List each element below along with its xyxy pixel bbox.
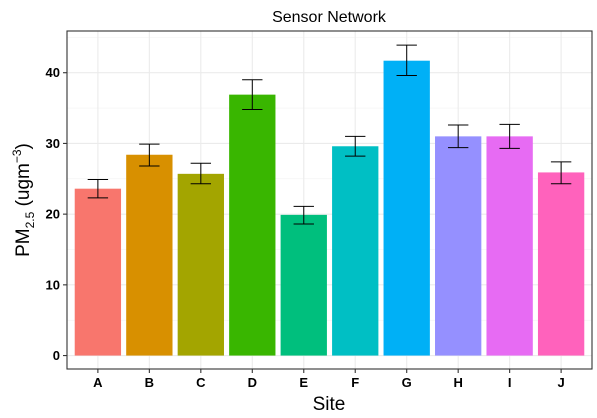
error-bar-f [345, 135, 366, 157]
bar-j [537, 172, 585, 356]
error-bar-g [396, 44, 417, 77]
y-tick-label: 30 [46, 136, 60, 151]
x-tick-label: H [453, 375, 462, 390]
x-tick-label: F [351, 375, 359, 390]
bar-g [383, 60, 430, 356]
error-bars [87, 44, 572, 225]
y-axis-label-main: PM [13, 228, 34, 257]
y-axis-label-unit-close: ) [13, 143, 34, 149]
x-tick-label: I [508, 375, 512, 390]
x-axis-label: Site [313, 394, 346, 415]
bar-d [229, 94, 276, 356]
bar-i [486, 136, 533, 356]
y-axis-label-subscript: 2.5 [23, 211, 37, 228]
bar-a [74, 188, 122, 356]
y-tick-label: 0 [53, 348, 60, 363]
bar-b [126, 154, 173, 356]
x-tick-label: D [248, 375, 257, 390]
plot-area [66, 30, 593, 370]
y-axis-label: PM2.5 (ugm−3) [10, 143, 37, 257]
bar-h [435, 136, 482, 356]
x-tick-label: E [299, 375, 308, 390]
bar-e [280, 214, 327, 356]
bar-f [332, 146, 379, 356]
y-axis-label-unit-open: (ugm [13, 163, 34, 212]
error-bar-b [139, 143, 160, 167]
x-tick-label: J [558, 375, 565, 390]
x-axis: A B C D E F G H I J [93, 369, 565, 390]
x-tick-label: B [145, 375, 154, 390]
y-axis: 0 10 20 30 40 [46, 65, 67, 363]
x-tick-label: C [196, 375, 206, 390]
y-tick-label: 40 [46, 65, 60, 80]
y-tick-label: 10 [46, 277, 60, 292]
bar-c [177, 173, 224, 356]
x-tick-label: G [402, 375, 412, 390]
error-bar-a [87, 178, 109, 199]
error-bar-d [242, 79, 263, 110]
error-bar-i [499, 123, 520, 149]
y-tick-label: 20 [46, 207, 60, 222]
error-bar-j [550, 161, 572, 185]
x-tick-label: A [93, 375, 103, 390]
plot-border [66, 30, 593, 370]
error-bar-h [447, 124, 469, 149]
chart-title: Sensor Network [272, 9, 387, 26]
error-bar-e [293, 205, 314, 225]
bars [74, 60, 585, 356]
error-bar-c [190, 162, 212, 185]
y-axis-label-superscript: −3 [10, 149, 24, 163]
